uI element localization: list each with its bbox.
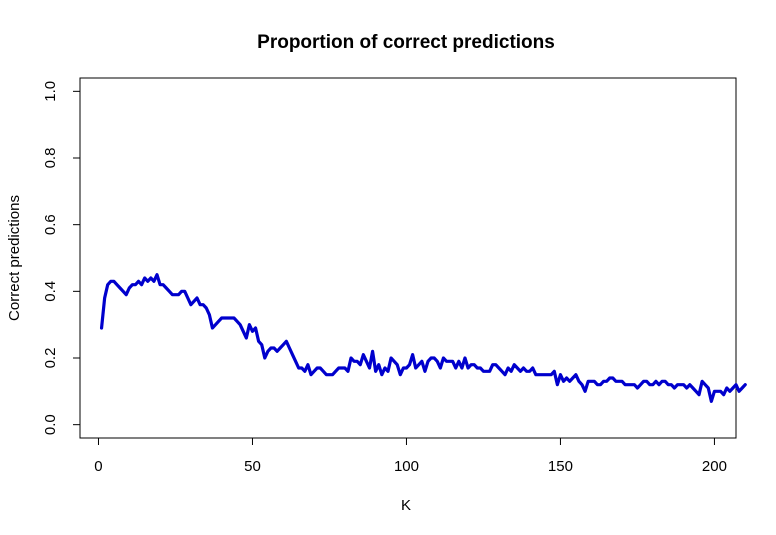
y-tick-label: 0.8 <box>42 148 59 169</box>
y-tick-label: 1.0 <box>42 81 59 102</box>
x-axis: 0 50 100 150 200 <box>94 437 727 475</box>
y-tick-label: 0.2 <box>42 348 59 369</box>
y-tick-label: 0.6 <box>42 214 59 235</box>
x-tick-label: 0 <box>94 458 102 475</box>
chart-title: Proportion of correct predictions <box>257 32 555 53</box>
x-tick-label: 50 <box>244 458 261 475</box>
y-axis: 0.0 0.2 0.4 0.6 0.8 1.0 <box>42 81 81 435</box>
plot-area-frame <box>79 77 737 439</box>
x-tick-label: 150 <box>548 458 573 475</box>
series-line <box>99 273 747 403</box>
y-axis-label: Correct predictions <box>6 195 23 321</box>
x-axis-label: K <box>401 497 411 514</box>
y-tick-label: 0.0 <box>42 414 59 435</box>
y-tick-label: 0.4 <box>42 281 59 302</box>
series-layer <box>99 273 747 403</box>
x-tick-label: 200 <box>702 458 727 475</box>
x-tick-label: 100 <box>394 458 419 475</box>
